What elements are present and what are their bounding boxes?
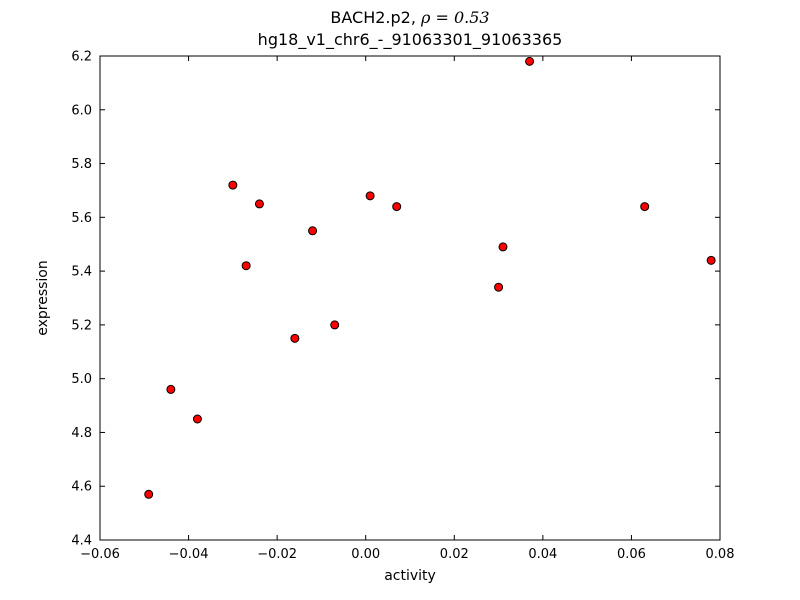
y-tick-label: 5.8 <box>71 157 92 172</box>
data-point <box>228 180 238 190</box>
data-point <box>241 261 251 271</box>
y-tick-label: 5.2 <box>71 318 92 333</box>
y-tick-label: 5.6 <box>71 211 92 226</box>
data-point <box>640 202 650 212</box>
y-axis-label: expression <box>35 260 51 336</box>
data-point <box>192 414 202 424</box>
chart-title-rho: ρ = 0.53 <box>421 8 490 27</box>
x-tick-label: 0.02 <box>440 547 469 562</box>
chart-title: BACH2.p2, ρ = 0.53 <box>100 8 720 27</box>
data-point <box>330 320 340 330</box>
y-tick-label: 6.0 <box>71 103 92 118</box>
x-tick-label: −0.04 <box>169 547 209 562</box>
data-point <box>308 226 318 236</box>
x-tick-label: −0.02 <box>257 547 297 562</box>
points-layer <box>144 56 716 499</box>
x-tick-label: 0.04 <box>528 547 557 562</box>
data-point <box>166 384 176 394</box>
y-tick-label: 4.4 <box>71 534 92 549</box>
x-tick-label: 0.00 <box>351 547 380 562</box>
chart-title-text: BACH2.p2, <box>330 8 421 27</box>
data-point <box>144 489 154 499</box>
y-tick-label: 5.4 <box>71 265 92 280</box>
data-point <box>706 255 716 265</box>
data-point <box>254 199 264 209</box>
data-point <box>525 56 535 66</box>
y-tick-label: 5.0 <box>71 372 92 387</box>
y-tick-label: 4.8 <box>71 426 92 441</box>
data-point <box>498 242 508 252</box>
data-point <box>494 282 504 292</box>
axes-frame <box>99 55 721 541</box>
x-axis-label: activity <box>384 568 436 584</box>
y-tick-label: 6.2 <box>71 50 92 65</box>
ticks-layer: −0.06 −0.04 −0.02 0.00 0.02 0.04 0.06 0.08 4.4 4.… <box>71 50 734 563</box>
data-point <box>290 333 300 343</box>
x-tick-label: 0.06 <box>617 547 646 562</box>
y-tick-label: 4.6 <box>71 480 92 495</box>
x-tick-label: 0.08 <box>706 547 735 562</box>
data-point <box>365 191 375 201</box>
x-tick-label: −0.06 <box>80 547 120 562</box>
data-point <box>392 202 402 212</box>
chart-subtitle: hg18_v1_chr6_-_91063301_91063365 <box>257 30 563 49</box>
